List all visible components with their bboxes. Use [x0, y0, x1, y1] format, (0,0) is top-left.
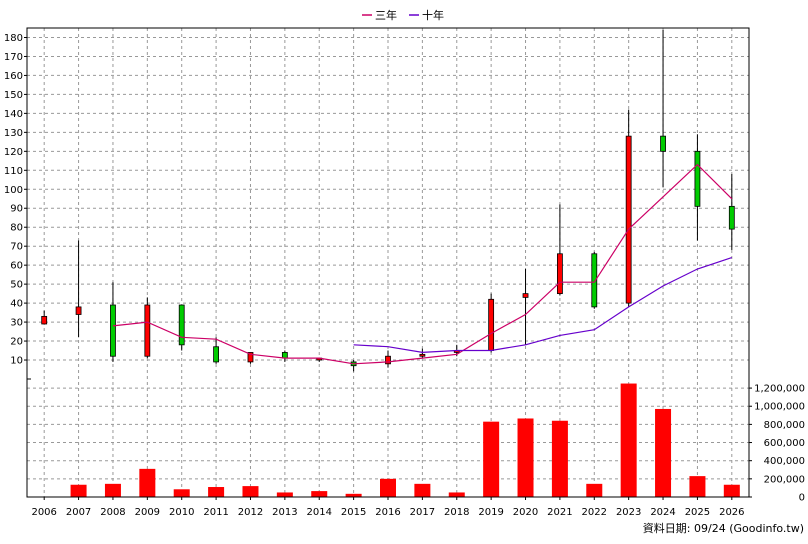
candle-body — [419, 353, 426, 357]
volume-bar — [173, 489, 190, 497]
x-tick-label: 2022 — [582, 507, 607, 518]
candle-body — [178, 304, 185, 346]
price-tick-label: 70 — [10, 242, 23, 253]
price-tick-label: 10 — [10, 356, 23, 367]
candle-body — [694, 150, 701, 207]
price-tick-label: 100 — [4, 185, 23, 196]
volume-bars — [36, 383, 740, 498]
volume-tick-label: 600,000 — [764, 438, 805, 449]
candle-body — [557, 253, 563, 295]
candle-body — [144, 304, 151, 357]
volume-bar — [208, 487, 225, 497]
x-tick-label: 2008 — [100, 507, 125, 518]
candle-body — [41, 315, 48, 325]
price-tick-label: 90 — [10, 204, 23, 215]
candle-body — [385, 355, 391, 365]
x-tick-label: 2021 — [547, 507, 572, 518]
x-tick-label: 2023 — [616, 507, 641, 518]
candle-body — [281, 352, 288, 359]
x-tick-label: 2017 — [410, 507, 435, 518]
volume-bar — [242, 486, 259, 497]
candle-body — [75, 306, 82, 315]
candle-body — [488, 298, 495, 351]
price-tick-label: 30 — [10, 318, 23, 329]
price-axis: 10 20 30 40 50 60 70 80 90 100 110 120 130 140 150 160 1… — [4, 33, 27, 367]
price-tick-label: 20 — [10, 337, 23, 348]
volume-bar — [70, 484, 87, 497]
price-tick-label: 80 — [10, 223, 23, 234]
price-tick-label: 110 — [4, 166, 23, 177]
volume-tick-label: 1,200,000 — [754, 384, 805, 395]
x-tick-label: 2020 — [513, 507, 538, 518]
volume-axis: 0 200,000 400,000 600,000 800,000 1,000,000 1,… — [749, 384, 805, 504]
x-tick-label: 2011 — [203, 507, 228, 518]
price-tick-label: 160 — [4, 71, 23, 82]
candle-body — [522, 293, 529, 298]
volume-bar — [380, 478, 396, 497]
volume-bar — [311, 491, 328, 497]
price-tick-label: 140 — [4, 109, 23, 120]
x-tick-label: 2009 — [135, 507, 160, 518]
price-tick-label: 120 — [4, 147, 23, 158]
volume-bar — [276, 492, 293, 497]
legend-label-ten-year: 十年 — [422, 8, 444, 22]
volume-bar — [620, 383, 637, 497]
x-tick-label: 2024 — [650, 507, 675, 518]
volume-tick-label: 800,000 — [764, 420, 805, 431]
volume-bar — [655, 408, 672, 497]
x-tick-label: 2026 — [719, 507, 744, 518]
volume-bar — [414, 483, 431, 497]
volume-tick-label: 1,000,000 — [754, 402, 805, 413]
candle-body — [728, 205, 735, 230]
volume-tick-label: 400,000 — [764, 456, 805, 467]
volume-bar — [104, 483, 121, 497]
x-tick-label: 2015 — [341, 507, 366, 518]
volume-bar — [483, 421, 500, 497]
x-tick-label: 2019 — [478, 507, 503, 518]
moving-average-lines — [112, 163, 733, 365]
x-tick-label: 2016 — [375, 507, 400, 518]
x-tick-label: 2010 — [169, 507, 194, 518]
legend-label-three-year: 三年 — [375, 8, 397, 22]
price-tick-label: 130 — [4, 128, 23, 139]
x-tick-label: 2007 — [66, 507, 91, 518]
volume-bar — [723, 484, 740, 497]
volume-bar — [448, 492, 465, 497]
volume-bar — [517, 418, 534, 497]
volume-tick-label: 200,000 — [764, 474, 805, 485]
price-tick-label: 170 — [4, 52, 23, 63]
x-tick-label: 2025 — [685, 507, 710, 518]
legend: 三年 十年 — [362, 8, 444, 22]
series-line-ten-year — [353, 257, 732, 354]
candle-body — [591, 253, 598, 308]
x-axis: 2006 2007 2008 2009 2010 2011 2012 2013 2014 2015… — [31, 497, 745, 518]
volume-bar — [345, 493, 362, 497]
volume-bar — [689, 476, 706, 497]
volume-bar — [586, 483, 603, 497]
candle-body — [247, 352, 254, 363]
price-tick-label: 150 — [4, 90, 23, 101]
x-tick-label: 2013 — [272, 507, 297, 518]
price-tick-label: 180 — [4, 33, 23, 44]
candle-bodies — [41, 135, 735, 367]
price-tick-label: 40 — [10, 299, 23, 310]
price-tick-label: 60 — [10, 261, 23, 272]
data-date-note: 資料日期: 09/24 (Goodinfo.tw) — [642, 522, 804, 535]
price-tick-label: 50 — [10, 280, 23, 291]
volume-bar — [139, 468, 156, 497]
candle-body — [213, 346, 219, 363]
x-tick-label: 2014 — [307, 507, 332, 518]
candle-body — [110, 304, 116, 357]
grid — [27, 28, 749, 497]
volume-bar — [551, 420, 568, 497]
series-line-three-year — [112, 163, 733, 365]
x-tick-label: 2012 — [238, 507, 263, 518]
volume-tick-label: 0 — [799, 493, 805, 504]
candle-body — [660, 135, 666, 152]
candle-body — [625, 135, 632, 304]
x-tick-label: 2006 — [31, 507, 56, 518]
x-tick-label: 2018 — [444, 507, 469, 518]
